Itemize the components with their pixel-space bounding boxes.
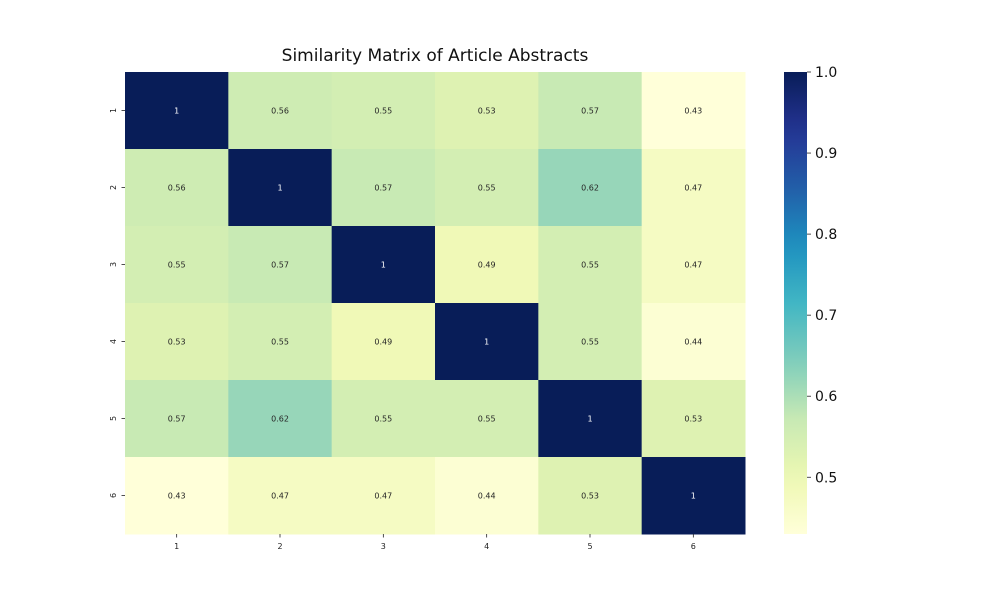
chart-title: Similarity Matrix of Article Abstracts bbox=[281, 46, 589, 66]
cell-value-label: 0.47 bbox=[374, 492, 392, 501]
colorbar-tick-label: 0.8 bbox=[815, 227, 837, 243]
cell-value-label: 0.47 bbox=[684, 184, 702, 193]
heatmap-cell bbox=[125, 457, 229, 535]
heatmap-cell bbox=[331, 226, 436, 304]
colorbar-tick-label: 0.7 bbox=[815, 308, 837, 324]
cell-value-label: 0.47 bbox=[684, 261, 702, 270]
cell-value-label: 1 bbox=[174, 107, 179, 116]
heatmap-cell bbox=[331, 380, 436, 458]
cell-value-label: 0.49 bbox=[478, 261, 496, 270]
y-axis-ticks: 1 2 3 4 5 6 bbox=[109, 108, 125, 498]
heatmap-cell bbox=[125, 303, 229, 381]
heatmap-cell bbox=[641, 226, 746, 304]
cell-value-label: 1 bbox=[277, 184, 282, 193]
colorbar: 0.5 0.6 0.7 0.8 0.9 1.0 bbox=[784, 65, 837, 534]
y-tick-label: 3 bbox=[109, 262, 118, 267]
cell-value-label: 0.53 bbox=[478, 107, 496, 116]
heatmap-cell bbox=[641, 303, 746, 381]
heatmap-cell bbox=[228, 457, 333, 535]
x-axis-ticks: 1 2 3 4 5 6 bbox=[174, 534, 696, 551]
cell-value-label: 0.57 bbox=[168, 415, 186, 424]
heatmap-cell bbox=[538, 72, 643, 150]
colorbar-gradient bbox=[784, 72, 807, 534]
heatmap-cell bbox=[538, 380, 643, 458]
x-tick-label: 3 bbox=[381, 542, 386, 551]
colorbar-tick-label: 1.0 bbox=[815, 65, 837, 81]
cell-value-label: 0.57 bbox=[271, 261, 289, 270]
heatmap-cell bbox=[641, 457, 746, 535]
heatmap-cell bbox=[435, 303, 539, 381]
cell-value-label: 0.55 bbox=[271, 338, 289, 347]
cell-value-label: 0.62 bbox=[581, 184, 599, 193]
y-tick-label: 4 bbox=[109, 339, 118, 344]
cell-value-label: 0.55 bbox=[168, 261, 186, 270]
heatmap-cell bbox=[228, 149, 333, 227]
x-tick-label: 4 bbox=[484, 542, 489, 551]
heatmap-cell bbox=[435, 226, 539, 304]
heatmap-cell bbox=[435, 149, 539, 227]
heatmap-cell bbox=[125, 226, 229, 304]
heatmap-cell bbox=[331, 303, 436, 381]
y-tick-label: 1 bbox=[109, 108, 118, 113]
heatmap-cell bbox=[228, 303, 333, 381]
cell-value-label: 0.44 bbox=[478, 492, 496, 501]
cell-value-label: 1 bbox=[484, 338, 489, 347]
x-tick-label: 5 bbox=[587, 542, 592, 551]
cell-value-label: 0.56 bbox=[168, 184, 186, 193]
heatmap-cell bbox=[228, 380, 333, 458]
x-tick-label: 2 bbox=[277, 542, 282, 551]
heatmap-cell bbox=[538, 457, 643, 535]
heatmap-cell bbox=[641, 72, 746, 150]
cell-value-label: 1 bbox=[381, 261, 386, 270]
cell-value-label: 0.43 bbox=[168, 492, 186, 501]
cell-value-label: 0.44 bbox=[684, 338, 702, 347]
cell-value-label: 0.47 bbox=[271, 492, 289, 501]
cell-value-label: 1 bbox=[691, 492, 696, 501]
heatmap-cell bbox=[538, 226, 643, 304]
colorbar-tick-label: 0.6 bbox=[815, 389, 837, 405]
heatmap-cell bbox=[125, 72, 229, 150]
heatmap-cell bbox=[228, 226, 333, 304]
cell-value-label: 0.53 bbox=[684, 415, 702, 424]
y-tick-label: 2 bbox=[109, 185, 118, 190]
cell-value-label: 0.55 bbox=[374, 107, 392, 116]
heatmap-cell bbox=[228, 72, 333, 150]
x-tick-label: 1 bbox=[174, 542, 179, 551]
y-tick-label: 5 bbox=[109, 416, 118, 421]
cell-value-label: 0.55 bbox=[478, 184, 496, 193]
cell-value-label: 0.56 bbox=[271, 107, 289, 116]
cell-value-label: 0.55 bbox=[581, 338, 599, 347]
heatmap-cell bbox=[538, 303, 643, 381]
cell-value-label: 0.55 bbox=[374, 415, 392, 424]
heatmap-cell bbox=[331, 72, 436, 150]
cell-value-label: 0.49 bbox=[374, 338, 392, 347]
heatmap-cell bbox=[435, 380, 539, 458]
heatmap-cell bbox=[538, 149, 643, 227]
heatmap-cell bbox=[331, 457, 436, 535]
cell-value-label: 0.53 bbox=[581, 492, 599, 501]
heatmap-cell bbox=[641, 380, 746, 458]
x-tick-label: 6 bbox=[691, 542, 696, 551]
cell-value-label: 0.62 bbox=[271, 415, 289, 424]
cell-value-label: 0.55 bbox=[581, 261, 599, 270]
heatmap-cell bbox=[125, 380, 229, 458]
cell-value-label: 0.57 bbox=[374, 184, 392, 193]
cell-value-label: 1 bbox=[587, 415, 592, 424]
heatmap-cell bbox=[435, 457, 539, 535]
cell-value-label: 0.55 bbox=[478, 415, 496, 424]
colorbar-tick-label: 0.9 bbox=[815, 146, 837, 162]
cell-value-label: 0.43 bbox=[684, 107, 702, 116]
heatmap-cell bbox=[331, 149, 436, 227]
colorbar-tick-label: 0.5 bbox=[815, 470, 837, 486]
heatmap-cell bbox=[641, 149, 746, 227]
cell-value-label: 0.57 bbox=[581, 107, 599, 116]
y-tick-label: 6 bbox=[109, 493, 118, 498]
cell-value-label: 0.53 bbox=[168, 338, 186, 347]
heatmap-cell bbox=[435, 72, 539, 150]
heatmap-cell bbox=[125, 149, 229, 227]
heatmap-cells: 1 0.56 0.55 0.53 0.57 0.43 0.56 1 0.57 0.55 0.62 0.… bbox=[125, 72, 746, 535]
